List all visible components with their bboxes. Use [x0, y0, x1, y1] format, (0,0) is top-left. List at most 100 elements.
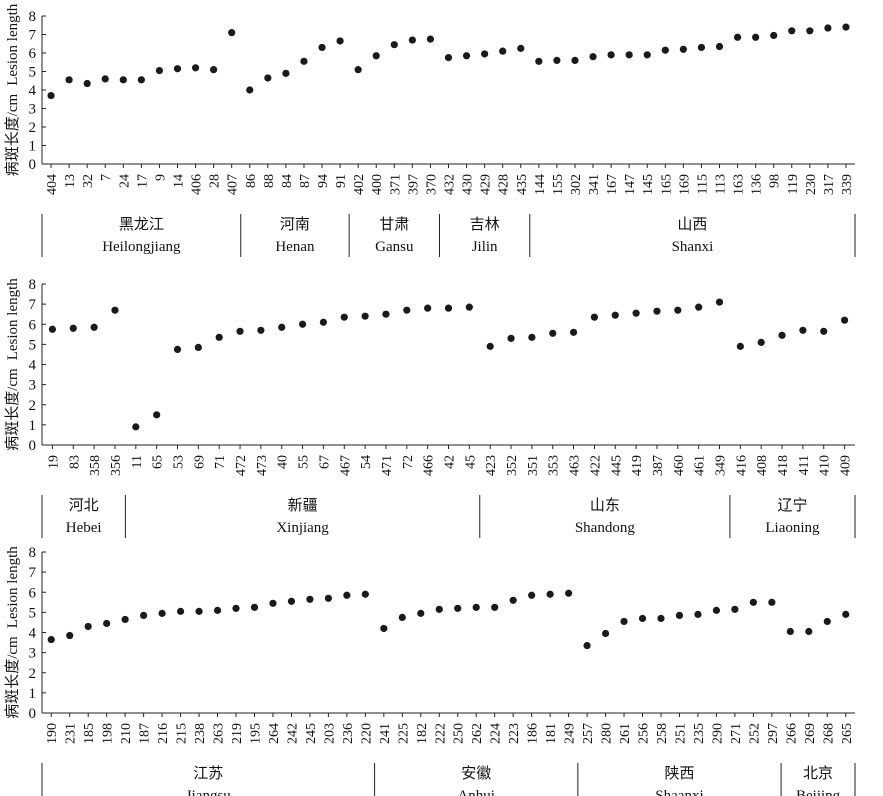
- data-point: [269, 599, 277, 607]
- group-label-cn: 黑龙江: [119, 216, 164, 233]
- x-tick-label: 250: [452, 723, 467, 744]
- data-point: [417, 609, 425, 617]
- data-point: [111, 306, 119, 314]
- data-point: [620, 617, 628, 626]
- x-tick-label: 119: [786, 174, 801, 194]
- x-tick-label: 115: [695, 174, 710, 194]
- data-point: [236, 327, 244, 335]
- x-tick-label: 32: [81, 174, 96, 188]
- y-axis-title-cn: 病斑长度/cm: [4, 368, 21, 451]
- data-point: [472, 603, 480, 611]
- data-point: [372, 52, 380, 60]
- group-label-en: Jilin: [472, 239, 498, 255]
- data-point: [361, 590, 369, 598]
- x-tick-label: 216: [156, 723, 171, 744]
- data-point: [398, 613, 406, 622]
- x-tick-label: 297: [766, 723, 781, 744]
- x-tick-label: 40: [276, 455, 291, 469]
- x-tick-label: 220: [359, 723, 374, 744]
- x-tick-label: 98: [768, 174, 783, 188]
- x-tick-label: 67: [317, 455, 332, 469]
- y-tick-label: 8: [29, 545, 37, 561]
- y-axis-title: 病斑长度/cm Lesion length: [4, 3, 21, 176]
- data-point: [210, 66, 218, 74]
- y-tick-label: 1: [29, 686, 37, 702]
- data-point: [324, 594, 332, 602]
- x-tick-label: 249: [563, 723, 578, 744]
- x-tick-label: 432: [443, 174, 458, 195]
- x-tick-label: 69: [192, 455, 207, 469]
- x-tick-label: 302: [569, 174, 584, 195]
- data-point: [173, 65, 182, 73]
- data-point: [674, 306, 682, 314]
- group-label-cn: 甘肃: [379, 216, 409, 233]
- x-tick-label: 231: [64, 723, 79, 744]
- group-label-cn: 河南: [280, 216, 310, 233]
- group-label-cn: 山东: [590, 497, 620, 514]
- data-point: [408, 36, 416, 44]
- data-point: [232, 604, 240, 612]
- x-tick-label: 400: [370, 174, 385, 195]
- x-tick-label: 265: [840, 723, 855, 744]
- x-tick-label: 182: [415, 723, 430, 744]
- data-point: [565, 589, 573, 597]
- data-point: [65, 76, 73, 84]
- data-point: [195, 607, 203, 615]
- y-tick-label: 4: [29, 83, 37, 99]
- data-point: [158, 609, 166, 617]
- y-tick-label: 2: [29, 120, 37, 136]
- data-point: [444, 304, 453, 312]
- x-tick-label: 65: [151, 455, 166, 469]
- x-tick-label: 428: [497, 174, 512, 195]
- data-point: [257, 326, 265, 334]
- data-point: [509, 596, 517, 604]
- x-tick-label: 242: [285, 723, 300, 744]
- y-tick-label: 6: [29, 585, 37, 601]
- x-tick-label: 28: [208, 174, 223, 188]
- data-point: [607, 51, 615, 59]
- x-tick-label: 418: [776, 455, 791, 476]
- x-tick-label: 136: [750, 174, 765, 195]
- data-point: [569, 328, 578, 336]
- x-tick-label: 397: [406, 174, 421, 195]
- group-label-cn: 河北: [69, 497, 99, 514]
- data-point: [278, 323, 286, 331]
- x-tick-label: 387: [651, 455, 666, 476]
- data-point: [103, 619, 111, 628]
- data-point: [601, 629, 610, 638]
- x-tick-label: 230: [804, 174, 819, 195]
- data-point: [589, 53, 597, 61]
- x-tick-label: 215: [175, 723, 190, 744]
- y-axis-title-en: Lesion length: [5, 546, 21, 629]
- data-point: [250, 603, 259, 611]
- x-tick-label: 17: [135, 174, 150, 188]
- x-tick-label: 317: [822, 174, 837, 195]
- data-point: [805, 627, 813, 636]
- y-tick-label: 0: [29, 706, 37, 722]
- group-label-en: Beijing: [796, 788, 841, 796]
- x-tick-label: 358: [88, 455, 103, 476]
- x-tick-label: 467: [338, 455, 353, 476]
- y-axis-title-cn: 病斑长度/cm: [4, 93, 21, 176]
- x-tick-label: 411: [797, 455, 812, 475]
- x-tick-label: 463: [568, 455, 583, 476]
- data-point: [132, 423, 140, 431]
- x-tick-label: 181: [544, 723, 559, 744]
- x-tick-label: 9: [153, 174, 168, 181]
- data-point: [462, 52, 471, 60]
- x-tick-label: 351: [526, 455, 541, 476]
- group-label-en: Henan: [275, 239, 315, 255]
- y-tick-label: 7: [29, 28, 37, 44]
- data-point: [768, 598, 776, 606]
- x-tick-label: 416: [734, 455, 749, 476]
- data-point: [155, 66, 164, 75]
- group-label-en: Shanxi: [672, 239, 714, 255]
- data-point: [306, 595, 314, 603]
- x-tick-label: 370: [424, 174, 439, 195]
- data-point: [354, 66, 362, 74]
- x-tick-label: 88: [262, 174, 277, 188]
- x-tick-label: 186: [526, 723, 541, 744]
- data-point: [806, 27, 814, 35]
- data-point: [823, 617, 831, 626]
